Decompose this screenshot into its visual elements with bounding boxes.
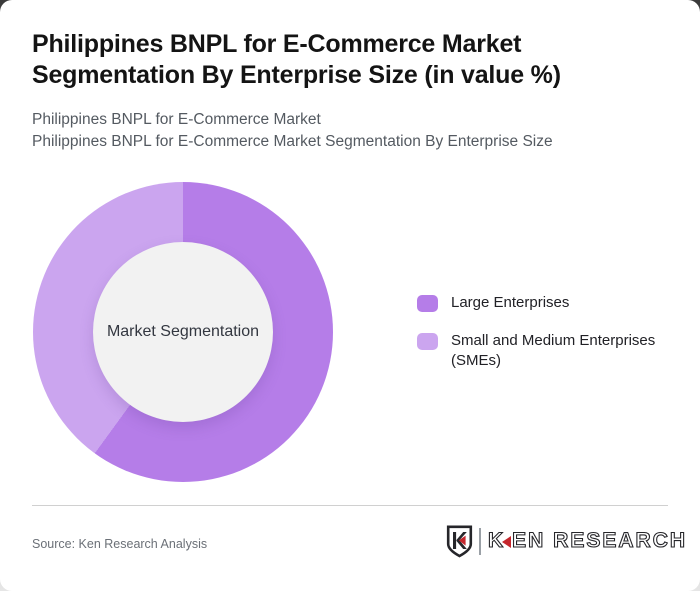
legend-swatch-smes-icon: [417, 333, 438, 350]
page-title: Philippines BNPL for E-Commerce Market S…: [32, 30, 561, 89]
logo-wordmark-rest: EN RESEARCH: [512, 528, 688, 552]
logo-divider: [479, 527, 481, 555]
ken-research-shield-icon: [446, 525, 473, 557]
legend-label-smes: Small and Medium Enterprises (SMEs): [451, 332, 656, 369]
ken-research-logo: K EN RESEARCH: [446, 523, 687, 559]
logo-wordmark: K EN RESEARCH: [487, 528, 688, 553]
source-text: Source: Ken Research Analysis: [32, 537, 208, 551]
donut-chart: Market Segmentation: [33, 182, 333, 482]
donut-center: Market Segmentation: [93, 242, 273, 422]
subtitle-block: Philippines BNPL for E-Commerce Market P…: [32, 109, 553, 153]
donut-center-label: Market Segmentation: [106, 323, 260, 340]
chart-legend: Large Enterprises Small and Medium Enter…: [417, 293, 683, 389]
legend-item-large-enterprises: Large Enterprises: [417, 293, 683, 313]
logo-red-arrow-icon: [502, 535, 512, 548]
footer-divider: [32, 505, 668, 506]
logo-wordmark-k: K: [487, 528, 506, 552]
subtitle-line-2: Philippines BNPL for E-Commerce Market S…: [32, 133, 553, 150]
legend-label-large-enterprises: Large Enterprises: [451, 294, 570, 311]
legend-swatch-large-enterprises-icon: [417, 295, 438, 312]
subtitle-line-1: Philippines BNPL for E-Commerce Market: [32, 111, 321, 128]
legend-item-smes: Small and Medium Enterprises (SMEs): [417, 331, 683, 371]
